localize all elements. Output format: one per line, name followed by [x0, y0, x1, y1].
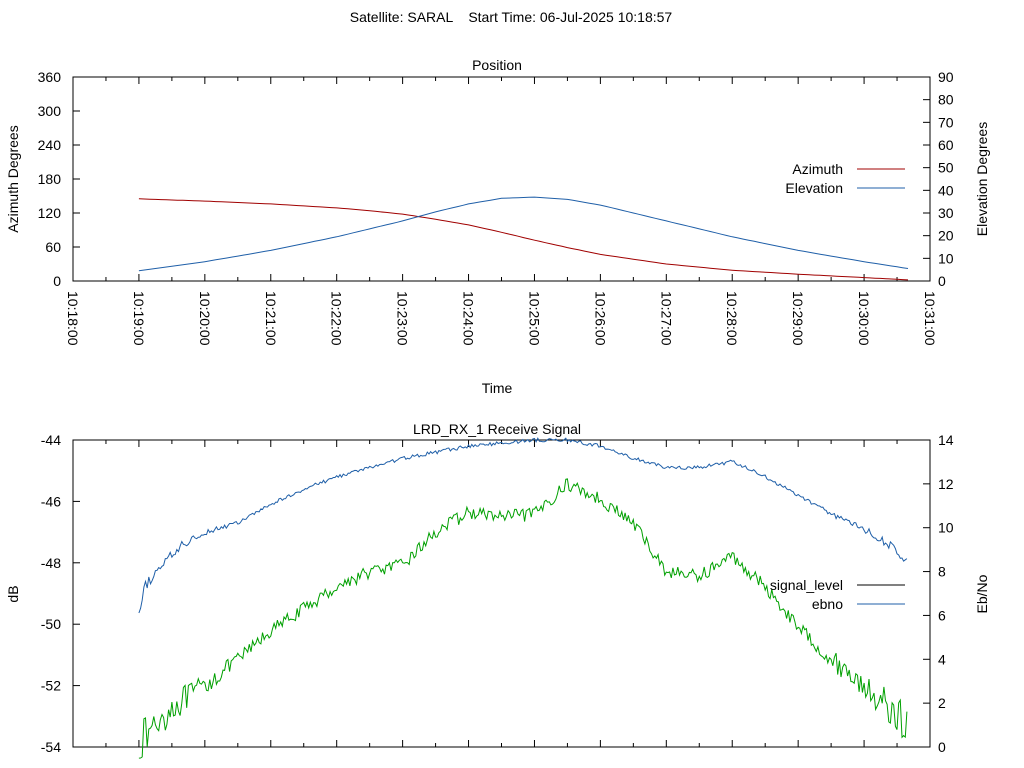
x-tick-label: 10:27:00: [658, 291, 674, 346]
x-tick-label: 10:21:00: [263, 291, 279, 346]
y-tick-label: -44: [41, 432, 61, 448]
legend-label-elevation: Elevation: [785, 180, 843, 196]
x-tick-label: 10:22:00: [329, 291, 345, 346]
x-tick-label: 10:30:00: [856, 291, 872, 346]
legend-label-azimuth: Azimuth: [792, 161, 843, 177]
y2-tick-label: 8: [938, 564, 946, 580]
position-y2-label: Elevation Degrees: [974, 122, 990, 236]
y-tick-label: -48: [41, 555, 61, 571]
x-tick-label: 10:31:00: [922, 291, 938, 346]
y2-tick-label: 80: [938, 92, 954, 108]
y2-tick-label: 30: [938, 205, 954, 221]
y-tick-label: 60: [45, 239, 61, 255]
y-tick-label: 300: [38, 103, 62, 119]
y2-tick-label: 2: [938, 695, 946, 711]
position-left-axis: 0 60 120 180 240 300 360: [38, 69, 80, 289]
x-tick-label: 10:28:00: [724, 291, 740, 346]
position-legend: Azimuth Elevation: [785, 161, 905, 196]
x-tick-label: 10:20:00: [197, 291, 213, 346]
position-chart-title: Position: [472, 57, 522, 73]
position-x-axis: 10:18:00 10:19:00 10:20:00 10:21:00 10:22:00…: [65, 77, 938, 346]
series-line-signal-level: [138, 478, 908, 759]
signal-series: [138, 437, 908, 759]
y-tick-label: 0: [53, 273, 61, 289]
y2-tick-label: 50: [938, 160, 954, 176]
y2-tick-label: 70: [938, 114, 954, 130]
position-x-label: Time: [482, 380, 513, 396]
y-tick-label: 180: [38, 171, 62, 187]
signal-chart: LRD_RX_1 Receive Signal -54-52-50-48-46-…: [5, 421, 990, 759]
y2-tick-label: 10: [938, 520, 954, 536]
page-title: Satellite: SARAL Start Time: 06-Jul-2025…: [350, 9, 673, 25]
y2-tick-label: 40: [938, 182, 954, 198]
x-tick-label: 10:29:00: [790, 291, 806, 346]
x-tick-label: 10:26:00: [592, 291, 608, 346]
y2-tick-label: 4: [938, 651, 946, 667]
signal-chart-title: LRD_RX_1 Receive Signal: [413, 421, 581, 437]
series-line-elevation: [138, 196, 909, 272]
signal-legend: signal_level ebno: [770, 577, 905, 612]
signal-right-axis: 0 2 4 6 8 10 12 14: [923, 432, 954, 755]
y-tick-label: -52: [41, 678, 61, 694]
x-tick-label: 10:19:00: [131, 291, 147, 346]
y2-tick-label: 0: [938, 273, 946, 289]
y-tick-label: -54: [41, 739, 61, 755]
y2-tick-label: 6: [938, 607, 946, 623]
position-chart: Position 0 60 120 180 240 300 360 0 10 20 30 40 50 6…: [5, 57, 990, 396]
position-y-label: Azimuth Degrees: [5, 125, 21, 232]
y2-tick-label: 10: [938, 250, 954, 266]
x-tick-label: 10:25:00: [526, 291, 542, 346]
signal-y2-label: Eb/No: [974, 574, 990, 613]
signal-x-axis: [72, 440, 931, 747]
y-tick-label: 120: [38, 205, 62, 221]
signal-left-axis: -54 -52 -50 -48 -46 -44: [41, 432, 80, 755]
y-tick-label: 360: [38, 69, 62, 85]
legend-label-signal-level: signal_level: [770, 577, 843, 593]
x-tick-label: 10:18:00: [65, 291, 81, 346]
position-plot-frame: [72, 76, 931, 282]
x-tick-label: 10:23:00: [395, 291, 411, 346]
signal-y-label: dB: [5, 585, 21, 602]
legend-label-ebno: ebno: [812, 596, 843, 612]
y2-tick-label: 60: [938, 137, 954, 153]
y-tick-label: -50: [41, 616, 61, 632]
position-right-axis: 0 10 20 30 40 50 60 70 80 90: [923, 69, 954, 289]
y-tick-label: 240: [38, 137, 62, 153]
y2-tick-label: 12: [938, 476, 954, 492]
y2-tick-label: 0: [938, 739, 946, 755]
position-series: [138, 196, 909, 281]
x-tick-label: 10:24:00: [461, 291, 477, 346]
series-line-azimuth: [138, 198, 909, 281]
series-line-ebno: [138, 437, 908, 614]
y2-tick-label: 20: [938, 228, 954, 244]
y-tick-label: -46: [41, 493, 61, 509]
y2-tick-label: 90: [938, 69, 954, 85]
signal-plot-frame: [72, 439, 931, 748]
y2-tick-label: 14: [938, 432, 954, 448]
